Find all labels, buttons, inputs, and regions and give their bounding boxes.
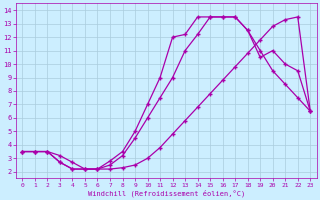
- X-axis label: Windchill (Refroidissement éolien,°C): Windchill (Refroidissement éolien,°C): [88, 189, 245, 197]
